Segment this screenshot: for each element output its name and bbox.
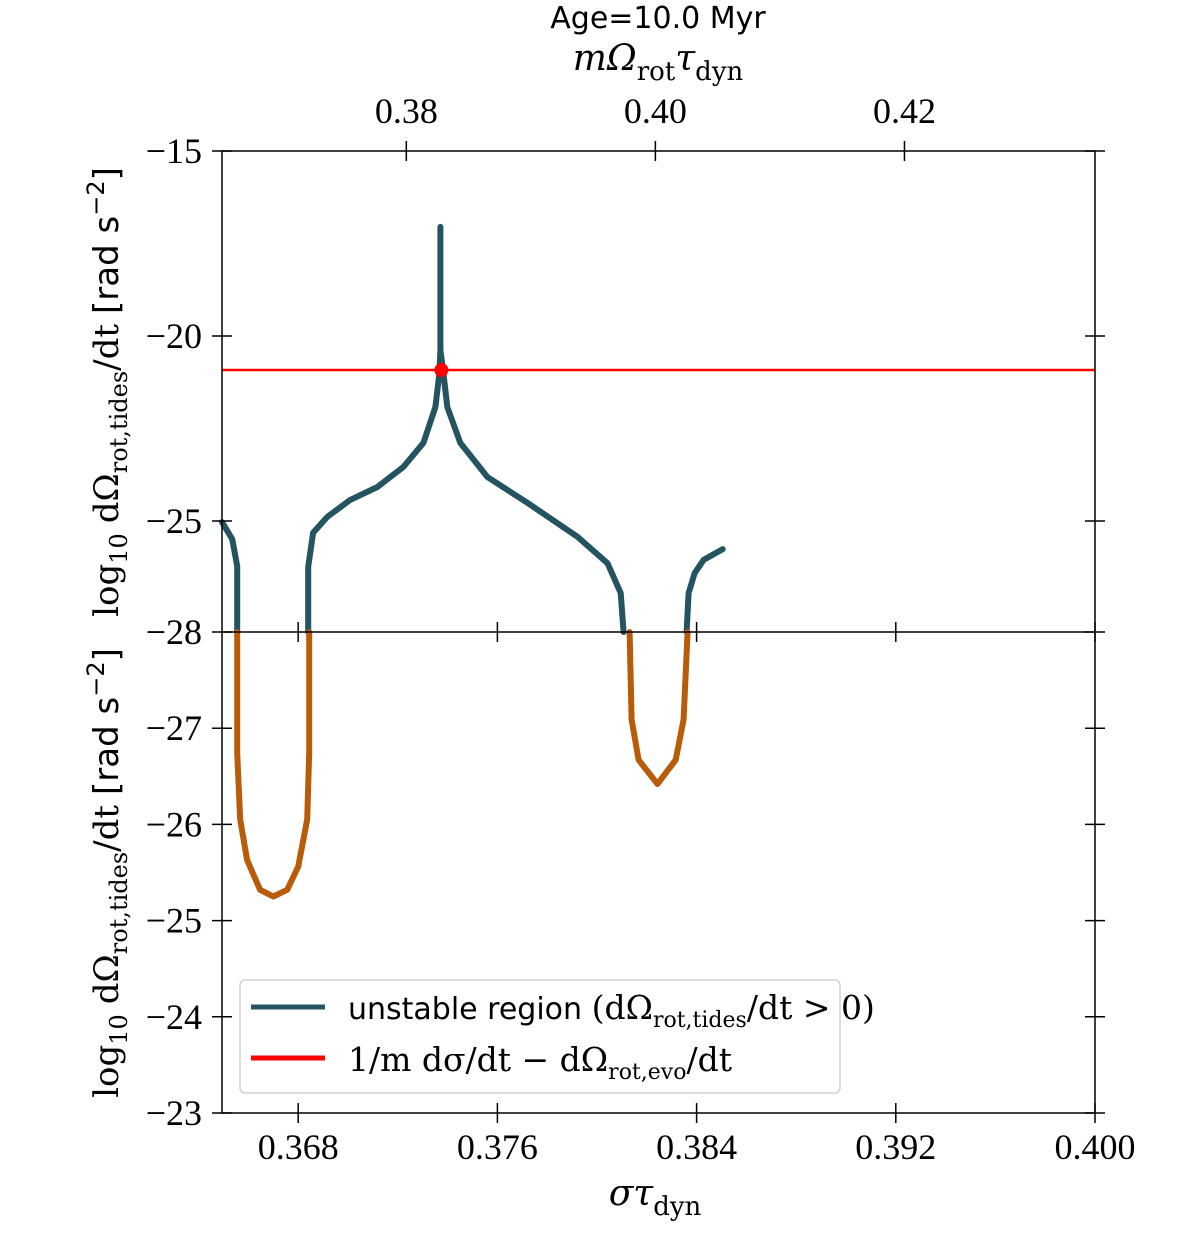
legend-label-unstable: unstable region (dΩrot,tides/dt > 0) (348, 988, 875, 1033)
top-x-tick-label: 0.38 (375, 91, 438, 131)
curves (219, 223, 1095, 900)
ticks: 0.368 0.376 0.384 0.392 0.400 0.38 0.40 0.42 −15… (146, 91, 1136, 1167)
top-x-tick-label: 0.40 (624, 91, 687, 131)
x-tick-label: 0.376 (457, 1127, 538, 1167)
y-tick-label-bottom: −27 (146, 708, 202, 748)
intersection-marker (434, 363, 449, 378)
y-tick-label-bottom: −25 (146, 901, 202, 941)
top-x-tick-label: 0.42 (873, 91, 936, 131)
unstable-curve-segment-1 (305, 223, 627, 635)
legend-box (239, 979, 841, 1094)
x-tick-label: 0.400 (1055, 1127, 1136, 1167)
y-tick-label-bottom: −23 (146, 1093, 202, 1133)
y-tick-label-bottom: −26 (146, 804, 202, 844)
y-tick-label-top: −15 (146, 131, 202, 171)
svg-text:log10dΩrot,tides/dt[rad s−2]: log10dΩrot,tides/dt[rad s−2] (82, 648, 133, 1098)
stable-curve-segment-0 (234, 629, 313, 900)
x-tick-label: 0.384 (656, 1127, 737, 1167)
y-axis-label-top: log10dΩrot,tides/dt[rad s−2] (82, 167, 133, 617)
x-axis-label: στdyn (609, 1173, 702, 1222)
y-tick-label-top: −28 (146, 612, 202, 652)
legend: unstable region (dΩrot,tides/dt > 0) 1/m… (239, 979, 875, 1094)
y-tick-label-bottom: −24 (146, 997, 202, 1037)
unstable-curve-segment-2 (683, 546, 726, 635)
x-tick-label: 0.368 (258, 1127, 339, 1167)
svg-text:log10dΩrot,tides/dt[rad s−2]: log10dΩrot,tides/dt[rad s−2] (82, 167, 133, 617)
chart-title: Age=10.0 Myr (550, 1, 766, 36)
y-axis-label-bottom: log10dΩrot,tides/dt[rad s−2] (82, 648, 133, 1098)
legend-label-threshold: 1/m dσ/dt − dΩrot,evo/dt (348, 1040, 732, 1085)
x-tick-label: 0.392 (855, 1127, 936, 1167)
stable-curve-segment-1 (626, 629, 691, 787)
top-x-axis-label: mΩrotτdyn (573, 38, 744, 87)
unstable-curve-segment-0 (219, 519, 241, 635)
axes (221, 150, 1096, 1114)
y-tick-label-top: −20 (146, 316, 202, 356)
y-tick-label-top: −25 (146, 501, 202, 541)
